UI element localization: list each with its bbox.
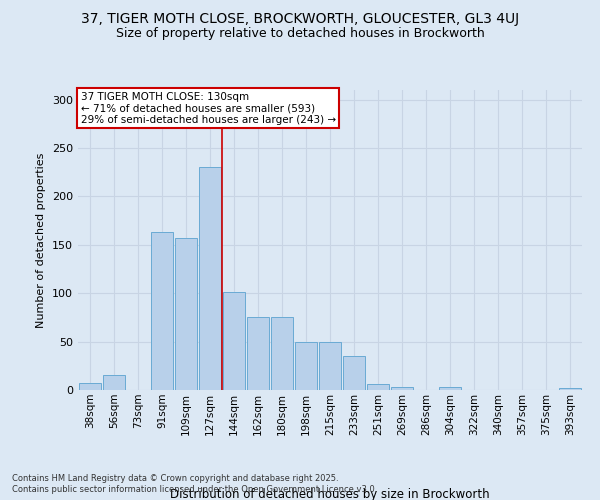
Text: 37 TIGER MOTH CLOSE: 130sqm
← 71% of detached houses are smaller (593)
29% of se: 37 TIGER MOTH CLOSE: 130sqm ← 71% of det…: [80, 92, 335, 124]
Text: 37, TIGER MOTH CLOSE, BROCKWORTH, GLOUCESTER, GL3 4UJ: 37, TIGER MOTH CLOSE, BROCKWORTH, GLOUCE…: [81, 12, 519, 26]
Bar: [559, 388, 581, 390]
Bar: [343, 356, 365, 390]
Text: Size of property relative to detached houses in Brockworth: Size of property relative to detached ho…: [116, 28, 484, 40]
Bar: [439, 387, 461, 390]
Bar: [295, 342, 317, 390]
Bar: [103, 376, 125, 390]
Text: Contains HM Land Registry data © Crown copyright and database right 2025.: Contains HM Land Registry data © Crown c…: [12, 474, 338, 483]
Bar: [175, 238, 197, 390]
Bar: [271, 318, 293, 390]
Y-axis label: Number of detached properties: Number of detached properties: [37, 152, 46, 328]
Text: Contains public sector information licensed under the Open Government Licence v3: Contains public sector information licen…: [12, 486, 377, 494]
Bar: [247, 318, 269, 390]
Bar: [391, 387, 413, 390]
X-axis label: Distribution of detached houses by size in Brockworth: Distribution of detached houses by size …: [170, 488, 490, 500]
Bar: [223, 292, 245, 390]
Bar: [199, 168, 221, 390]
Bar: [151, 232, 173, 390]
Bar: [319, 342, 341, 390]
Bar: [79, 383, 101, 390]
Bar: [367, 384, 389, 390]
